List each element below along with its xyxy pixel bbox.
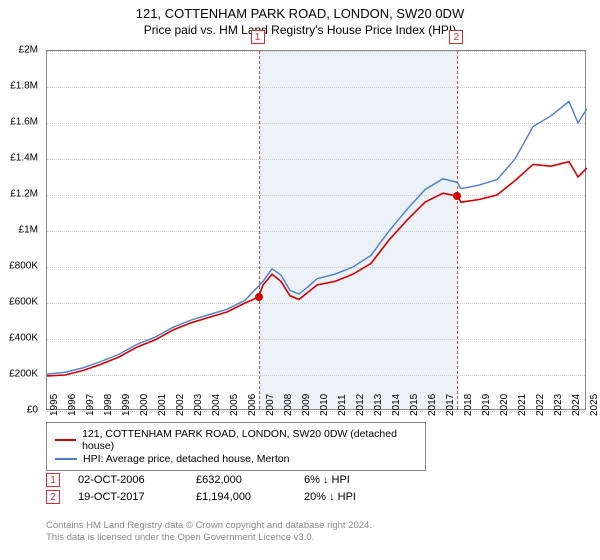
sale-point: [453, 192, 461, 200]
legend-swatch: [55, 458, 77, 460]
legend-label: HPI: Average price, detached house, Mert…: [83, 453, 289, 465]
chart-title: 121, COTTENHAM PARK ROAD, LONDON, SW20 0…: [0, 6, 600, 21]
y-axis-label: £0: [27, 405, 38, 416]
line-series: [47, 51, 587, 411]
x-axis-label: 2006: [247, 394, 258, 416]
sales-table: 1 02-OCT-2006 £632,000 6% ↓ HPI 2 19-OCT…: [46, 470, 394, 507]
y-axis-label: £600K: [9, 297, 38, 308]
y-axis-label: £400K: [9, 333, 38, 344]
chart-subtitle: Price paid vs. HM Land Registry's House …: [0, 23, 600, 37]
y-axis-label: £2M: [19, 45, 38, 56]
y-axis-label: £200K: [9, 369, 38, 380]
x-axis-label: 2010: [319, 394, 330, 416]
y-axis-label: £1M: [19, 225, 38, 236]
legend-label: 121, COTTENHAM PARK ROAD, LONDON, SW20 0…: [82, 428, 417, 452]
x-axis-label: 2022: [535, 394, 546, 416]
chart-container: £0£200K£400K£600K£800K£1M£1.2M£1.4M£1.6M…: [46, 50, 586, 410]
x-axis-label: 2017: [445, 394, 456, 416]
x-axis-label: 1998: [103, 394, 114, 416]
sale-row: 1 02-OCT-2006 £632,000 6% ↓ HPI: [46, 473, 394, 487]
x-axis-label: 2016: [427, 394, 438, 416]
sale-date: 19-OCT-2017: [78, 491, 178, 503]
sale-marker: 1: [46, 473, 60, 487]
plot-area: [46, 50, 586, 410]
x-axis-label: 2003: [193, 394, 204, 416]
x-axis-label: 2009: [301, 394, 312, 416]
x-axis-label: 2011: [337, 394, 348, 416]
y-axis-label: £800K: [9, 261, 38, 272]
x-axis-label: 2008: [283, 394, 294, 416]
x-axis-label: 2015: [409, 394, 420, 416]
sale-marker-flag: 1: [251, 30, 265, 44]
footer-line: This data is licensed under the Open Gov…: [46, 532, 372, 544]
x-axis-label: 2005: [229, 394, 240, 416]
attribution-footer: Contains HM Land Registry data © Crown c…: [46, 520, 372, 545]
x-axis-label: 2002: [175, 394, 186, 416]
x-axis-label: 2023: [553, 394, 564, 416]
sale-marker-flag: 2: [449, 30, 463, 44]
x-axis-label: 2021: [517, 394, 528, 416]
reference-line: [259, 51, 260, 409]
y-axis-label: £1.8M: [10, 81, 38, 92]
reference-line: [457, 51, 458, 409]
x-axis-label: 1996: [67, 394, 78, 416]
legend-row: HPI: Average price, detached house, Mert…: [55, 453, 417, 465]
legend: 121, COTTENHAM PARK ROAD, LONDON, SW20 0…: [46, 422, 426, 471]
x-axis-label: 2025: [589, 394, 600, 416]
x-axis-label: 2007: [265, 394, 276, 416]
y-axis-label: £1.4M: [10, 153, 38, 164]
x-axis-label: 2004: [211, 394, 222, 416]
x-axis-label: 1997: [85, 394, 96, 416]
y-axis-label: £1.2M: [10, 189, 38, 200]
x-axis-label: 2019: [481, 394, 492, 416]
x-axis-label: 2013: [373, 394, 384, 416]
x-axis-label: 1995: [49, 394, 60, 416]
sale-date: 02-OCT-2006: [78, 474, 178, 486]
legend-row: 121, COTTENHAM PARK ROAD, LONDON, SW20 0…: [55, 428, 417, 452]
legend-swatch: [55, 439, 76, 441]
x-axis-label: 1999: [121, 394, 132, 416]
footer-line: Contains HM Land Registry data © Crown c…: [46, 520, 372, 532]
y-axis-label: £1.6M: [10, 117, 38, 128]
x-axis-label: 2020: [499, 394, 510, 416]
x-axis-label: 2001: [157, 394, 168, 416]
x-axis-label: 2014: [391, 394, 402, 416]
x-axis-label: 2012: [355, 394, 366, 416]
sale-price: £632,000: [196, 474, 286, 486]
sale-delta: 20% ↓ HPI: [304, 491, 394, 503]
series-hpi: [47, 101, 587, 374]
sale-point: [255, 293, 263, 301]
sale-delta: 6% ↓ HPI: [304, 474, 394, 486]
series-property: [47, 162, 587, 376]
x-axis-label: 2000: [139, 394, 150, 416]
sale-marker: 2: [46, 490, 60, 504]
x-axis-label: 2018: [463, 394, 474, 416]
sale-price: £1,194,000: [196, 491, 286, 503]
chart-title-block: 121, COTTENHAM PARK ROAD, LONDON, SW20 0…: [0, 0, 600, 39]
sale-row: 2 19-OCT-2017 £1,194,000 20% ↓ HPI: [46, 490, 394, 504]
x-axis-label: 2024: [571, 394, 582, 416]
